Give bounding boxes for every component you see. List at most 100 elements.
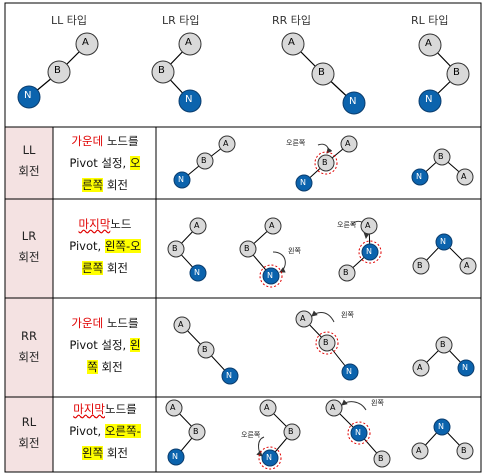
desc-text: Pivot 설정,	[69, 156, 130, 170]
rl-step-3	[325, 399, 391, 468]
node-letter: A	[300, 314, 306, 323]
row-label-top: RR	[21, 329, 37, 343]
node-letter: B	[453, 67, 460, 78]
row-label-rr: RR 회전	[5, 326, 53, 368]
desc-highlight: 왼	[129, 338, 141, 352]
node-letter: N	[425, 94, 433, 105]
node-letter: N	[416, 172, 422, 181]
node-letter: B	[322, 158, 328, 167]
arrow-label: 왼쪽	[288, 247, 301, 255]
node-letter: A	[417, 363, 423, 372]
node-n	[418, 89, 442, 113]
desc-text: 회전	[103, 446, 128, 460]
arrow-label: 오른쪽	[337, 221, 357, 229]
node-letter: B	[343, 268, 349, 277]
node-b	[311, 62, 335, 86]
node-letter: A	[416, 446, 422, 455]
row-label-top: LR	[21, 229, 37, 243]
node-letter: N	[266, 453, 272, 462]
desc-highlight: 쪽	[87, 360, 98, 374]
header-tree-lr	[151, 32, 202, 113]
node-letter: N	[438, 422, 444, 431]
row-label-bottom: 회전	[18, 250, 40, 264]
row-label-bottom: 회전	[18, 164, 40, 178]
desc-highlight: 른쪽	[82, 261, 104, 275]
node-letter: B	[461, 446, 467, 455]
rl-step-1	[165, 399, 206, 466]
lr-step-1	[167, 217, 207, 282]
node-letter: A	[330, 403, 336, 412]
node-letter: B	[318, 67, 325, 78]
ll-step-1	[173, 135, 236, 189]
arrow-label: 오른쪽	[286, 139, 306, 147]
node-letter: A	[345, 139, 351, 148]
lr-step-3	[338, 217, 382, 282]
arrow-label: 왼쪽	[341, 311, 354, 319]
header-label-ll: LL 타입	[51, 14, 87, 27]
label-column-bg	[5, 127, 53, 472]
node-letter: A	[264, 403, 270, 412]
row-label-bottom: 회전	[18, 436, 40, 450]
desc-highlight: 왼쪽-오	[104, 239, 141, 253]
header-tree-rr	[281, 32, 366, 115]
node-letter: A	[365, 221, 371, 230]
desc-text: 회전	[103, 261, 128, 275]
node-letter: B	[172, 244, 178, 253]
desc-highlight: 른쪽	[82, 178, 104, 192]
rl-step-2	[256, 399, 301, 470]
node-a	[75, 32, 99, 56]
rr-step-3	[412, 336, 475, 377]
desc-text: 회전	[97, 360, 123, 374]
node-letter: N	[194, 268, 200, 277]
node-letter: B	[54, 65, 61, 76]
node-letter: B	[201, 156, 207, 165]
desc-lr: 마지막노드 Pivot, 왼쪽-오 른쪽 회전	[58, 213, 152, 279]
table-border	[4, 2, 482, 473]
node-letter: B	[244, 244, 250, 253]
node-letter: A	[170, 403, 176, 412]
node-letter: N	[226, 371, 232, 380]
node-letter: B	[193, 427, 199, 436]
node-letter: N	[440, 237, 446, 246]
node-letter: A	[82, 37, 89, 48]
rr-step-1	[173, 316, 239, 385]
desc-text: 노드를	[103, 134, 139, 148]
desc-rr: 가운데 노드를 Pivot 설정, 왼 쪽 회전	[58, 312, 152, 378]
node-n	[17, 85, 41, 109]
node-letter: B	[438, 152, 444, 161]
node-letter: A	[461, 172, 467, 181]
node-letter: A	[185, 37, 192, 48]
desc-keyword: 가운데	[71, 134, 104, 148]
node-letter: A	[464, 261, 470, 270]
lr-step-4	[412, 233, 477, 275]
desc-text: 노드	[110, 217, 132, 231]
desc-highlight: 오른쪽-	[104, 424, 141, 438]
node-letter: N	[349, 96, 357, 107]
node-letter: A	[425, 38, 432, 49]
header-label-rl: RL 타입	[411, 14, 449, 27]
node-n	[178, 89, 202, 113]
row-label-rl: RL 회전	[5, 412, 53, 454]
node-letter: A	[178, 320, 184, 329]
desc-highlight: 왼쪽	[82, 446, 104, 460]
desc-keyword: 마지막	[78, 217, 111, 231]
rr-step-2	[295, 310, 359, 381]
header-tree-ll	[17, 32, 99, 109]
node-b	[151, 60, 175, 84]
node-letter: B	[440, 340, 446, 349]
desc-text: 회전	[103, 178, 128, 192]
node-letter: B	[378, 454, 384, 463]
arrow-label: 오른쪽	[241, 431, 261, 439]
node-a	[281, 32, 305, 56]
node-letter: N	[178, 175, 184, 184]
node-letter: B	[158, 65, 165, 76]
node-letter: N	[300, 178, 306, 187]
row-label-top: LL	[22, 143, 36, 157]
node-letter: N	[462, 363, 468, 372]
desc-ll: 가운데 노드를 Pivot 설정, 오 른쪽 회전	[58, 130, 152, 196]
node-letter: A	[194, 221, 200, 230]
node-a	[178, 32, 202, 56]
desc-keyword: 마지막	[73, 402, 105, 416]
row-label-ll: LL 회전	[5, 140, 53, 182]
